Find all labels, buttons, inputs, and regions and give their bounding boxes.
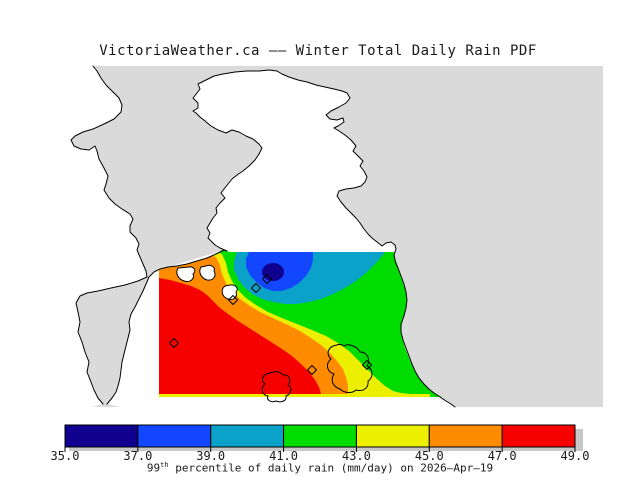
colorbar-ticks (64, 447, 576, 452)
colorbar-segment (428, 424, 503, 448)
caption-number: 99 (146, 461, 161, 475)
band-47-49 (159, 278, 321, 394)
coastline-west (70, 65, 148, 405)
colorbar-tick-label: 37.0 (123, 449, 153, 463)
colorbar-tick-label: 41.0 (269, 449, 299, 463)
station-marker-icon (228, 295, 238, 305)
station-marker-icon (262, 274, 272, 284)
lake-outline-south (261, 371, 292, 403)
station-marker-icon (169, 338, 179, 348)
page-title: VictoriaWeather.ca —— Winter Total Daily… (99, 43, 537, 59)
caption-text: percentile of daily rain (mm/day) on 202… (168, 461, 494, 475)
land-west (30, 66, 147, 407)
colorbar-tick-label: 47.0 (487, 449, 517, 463)
lake-outline-east (326, 343, 373, 393)
station-marker-icon (251, 283, 261, 293)
station-marker-icon (307, 365, 317, 375)
caption-superscript: th (160, 461, 169, 469)
land-south (107, 250, 455, 407)
harbour-inlet-2 (199, 264, 216, 281)
colorbar-segment (355, 424, 430, 448)
colorbar-tick-label: 39.0 (196, 449, 226, 463)
colorbar-segment (137, 424, 212, 448)
band-35-37 (262, 263, 284, 281)
station-markers (169, 274, 372, 375)
colorbar-tick-label: 43.0 (341, 449, 371, 463)
colorbar-caption: 99th percentile of daily rain (mm/day) o… (147, 461, 493, 475)
colorbar-tick-label: 45.0 (414, 449, 444, 463)
coastline-peninsula (106, 69, 456, 408)
colorbar-segment (283, 424, 357, 448)
colorbar (64, 424, 583, 452)
colorbar-tick-label: 49.0 (560, 449, 590, 463)
station-marker-icon (362, 360, 372, 370)
land-peninsula (193, 70, 396, 252)
colorbar-segment (501, 424, 576, 448)
harbour-inlet-1 (176, 266, 196, 282)
colorbar-segment (64, 424, 139, 448)
colorbar-segment (210, 424, 285, 448)
colorbar-tick-label: 35.0 (50, 449, 80, 463)
